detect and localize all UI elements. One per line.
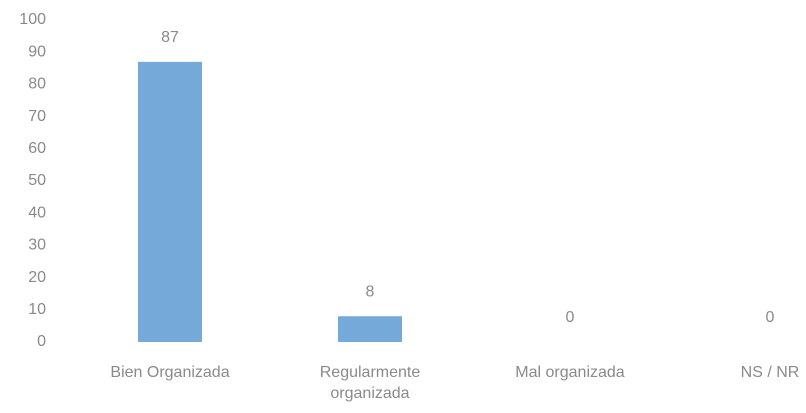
y-tick-label: 30 — [28, 237, 46, 254]
y-tick-label: 20 — [28, 269, 46, 286]
bar — [338, 316, 402, 342]
x-tick-label: Bien Organizada — [110, 364, 230, 381]
data-label: 87 — [161, 29, 179, 46]
y-tick-label: 100 — [19, 11, 46, 28]
bar — [138, 61, 202, 343]
data-label: 0 — [566, 309, 575, 326]
y-tick-label: 10 — [28, 301, 46, 318]
x-tick-label: Regularmente organizada — [319, 364, 421, 402]
data-label: 0 — [766, 309, 775, 326]
y-tick-label: 40 — [28, 204, 46, 221]
y-tick-label: 90 — [28, 43, 46, 60]
y-tick-label: 60 — [28, 140, 46, 157]
y-tick-label: 0 — [37, 333, 46, 350]
x-tick-label: NS / NR — [740, 364, 800, 381]
y-tick-label: 50 — [28, 172, 46, 189]
y-tick-label: 70 — [28, 108, 46, 125]
data-label: 8 — [366, 283, 375, 300]
x-tick-label: Mal organizada — [515, 364, 625, 381]
y-tick-label: 80 — [28, 76, 46, 93]
